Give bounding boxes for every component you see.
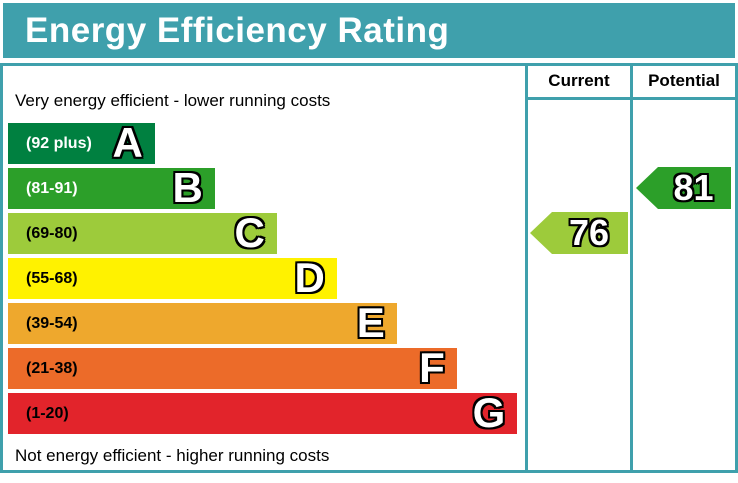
header-underline — [525, 97, 735, 100]
band-letter: E — [356, 298, 385, 346]
band-letter: B — [172, 163, 203, 211]
band-range-label: (55-68) — [26, 269, 78, 287]
band-range-label: (21-38) — [26, 359, 78, 377]
band-letter: F — [419, 343, 445, 391]
potential-column-divider — [630, 66, 633, 470]
current-column-divider — [525, 66, 528, 470]
rating-table: Very energy efficient - lower running co… — [0, 63, 738, 473]
bottom-note: Not energy efficient - higher running co… — [15, 446, 330, 465]
current-rating-value: 76 — [568, 212, 610, 253]
band-e: (39-54) E — [8, 298, 397, 346]
band-range-label: (92 plus) — [26, 134, 92, 152]
band-f: (21-38) F — [8, 343, 457, 391]
band-g: (1-20) G — [8, 388, 518, 436]
potential-rating-value: 81 — [673, 167, 714, 208]
band-letter: G — [472, 388, 506, 436]
band-b: (81-91) B — [8, 163, 215, 211]
potential-column-header: Potential — [648, 71, 720, 90]
band-d: (55-68) D — [8, 253, 337, 301]
band-c: (69-80) C — [8, 208, 277, 256]
current-column-header: Current — [548, 71, 610, 90]
band-letter: A — [112, 118, 143, 166]
band-letter: C — [234, 208, 265, 256]
band-letter: D — [294, 253, 325, 301]
band-range-label: (81-91) — [26, 179, 78, 197]
rating-bands: (92 plus) A (81-91) B (69-80) C (55-68) D (39-54… — [8, 118, 525, 438]
band-range-label: (39-54) — [26, 314, 78, 332]
top-note: Very energy efficient - lower running co… — [15, 91, 331, 110]
current-rating-marker: 76 — [530, 212, 628, 254]
band-a: (92 plus) A — [8, 118, 155, 166]
potential-rating-marker: 81 — [636, 167, 731, 209]
page-title: Energy Efficiency Rating — [3, 3, 735, 58]
band-range-label: (69-80) — [26, 224, 78, 242]
band-range-label: (1-20) — [26, 404, 69, 422]
